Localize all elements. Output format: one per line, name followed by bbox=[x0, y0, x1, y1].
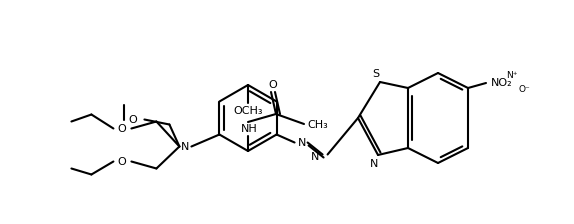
Text: CH₃: CH₃ bbox=[308, 120, 328, 130]
Text: N: N bbox=[370, 159, 378, 169]
Text: N: N bbox=[311, 151, 319, 162]
Text: S: S bbox=[373, 69, 379, 79]
Text: O: O bbox=[269, 80, 277, 90]
Text: N: N bbox=[181, 142, 189, 151]
Text: NO₂: NO₂ bbox=[491, 78, 513, 88]
Text: OCH₃: OCH₃ bbox=[233, 106, 263, 116]
Text: O: O bbox=[128, 114, 137, 125]
Text: O⁻: O⁻ bbox=[518, 84, 530, 93]
Text: N⁺: N⁺ bbox=[506, 71, 518, 80]
Text: N: N bbox=[297, 138, 306, 147]
Text: O: O bbox=[117, 157, 126, 166]
Text: NH: NH bbox=[241, 124, 257, 134]
Text: O: O bbox=[117, 123, 126, 134]
